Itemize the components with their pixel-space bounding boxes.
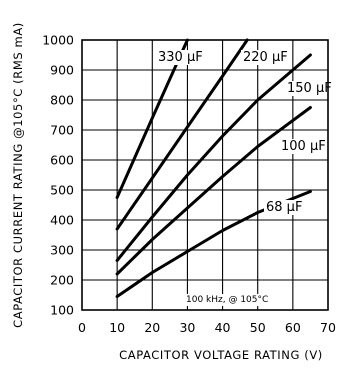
x-tick-label: 30: [179, 320, 195, 335]
curve-label: 100 µF: [281, 139, 326, 154]
y-tick-labels: 100 200 300 400 500 600 700 800 900 1000: [42, 33, 74, 318]
curve-label-background: [156, 50, 205, 65]
curve-label-background: [279, 139, 328, 154]
x-tick-label: 20: [144, 320, 160, 335]
note-background: [184, 294, 271, 306]
curve-labels: 330 µF 220 µF 150 µF 100 µF 68 µF: [156, 50, 334, 215]
x-tick-label: 60: [285, 320, 301, 335]
x-tick-label: 40: [215, 320, 231, 335]
x-tick-label: 50: [250, 320, 266, 335]
x-tick-label: 70: [320, 320, 336, 335]
test-conditions-note: 100 kHz, @ 105°C: [186, 295, 268, 305]
y-axis-label: CAPACITOR CURRENT RATING @105°C (RMS mA): [11, 22, 25, 328]
curve-label-background: [241, 50, 290, 65]
y-tick-label: 200: [50, 273, 74, 288]
y-tick-label: 300: [50, 243, 74, 258]
grid: [82, 40, 328, 310]
y-tick-label: 1000: [42, 33, 74, 48]
x-axis-label: CAPACITOR VOLTAGE RATING (V): [119, 348, 323, 362]
curve-label: 68 µF: [266, 200, 302, 215]
curve-label: 220 µF: [243, 50, 288, 65]
series-lines: [115, 38, 312, 298]
curve-label: 330 µF: [158, 50, 203, 65]
series-line: [115, 38, 249, 231]
x-tick-label: 10: [109, 320, 125, 335]
y-tick-label: 600: [50, 153, 74, 168]
y-tick-label: 500: [50, 183, 74, 198]
y-tick-label: 900: [50, 63, 74, 78]
x-tick-labels: 0 10 20 30 40 50 60 70: [78, 320, 336, 335]
curve-label-background: [264, 200, 305, 215]
series-line: [115, 106, 312, 276]
plot-frame: [81, 39, 329, 311]
series-line: [115, 38, 189, 199]
curve-label-background: [285, 81, 334, 96]
y-tick-label: 400: [50, 213, 74, 228]
series-line: [115, 53, 312, 262]
curve-label: 150 µF: [287, 81, 332, 96]
y-tick-label: 800: [50, 93, 74, 108]
y-tick-label: 700: [50, 123, 74, 138]
y-tick-label: 100: [50, 303, 74, 318]
x-tick-label: 0: [78, 320, 86, 335]
